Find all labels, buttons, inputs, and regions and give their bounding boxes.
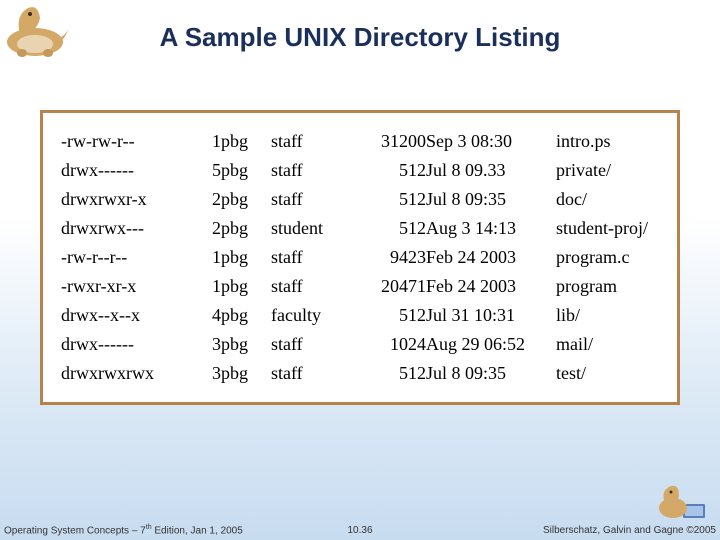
cell-name: intro.ps xyxy=(556,127,659,156)
footer-authors: Silberschatz, Galvin and Gagne xyxy=(543,525,686,536)
directory-listing-table: -rw-rw-r--1pbgstaff31200Sep 3 08:30intro… xyxy=(61,127,659,388)
cell-group: staff xyxy=(271,359,346,388)
cell-name: mail/ xyxy=(556,330,659,359)
cell-perms: drwxrwxrwx xyxy=(61,359,191,388)
cell-size: 512 xyxy=(346,185,426,214)
cell-links: 1 xyxy=(191,272,221,301)
cell-name: lib/ xyxy=(556,301,659,330)
footer-right-text: Silberschatz, Galvin and Gagne ©2005 xyxy=(543,525,716,536)
cell-size: 31200 xyxy=(346,127,426,156)
cell-owner: pbg xyxy=(221,156,271,185)
cell-name: program.c xyxy=(556,243,659,272)
cell-date: Feb 24 2003 xyxy=(426,272,556,301)
cell-date: Jul 8 09:35 xyxy=(426,359,556,388)
cell-size: 512 xyxy=(346,359,426,388)
cell-owner: pbg xyxy=(221,301,271,330)
table-row: drwx------5pbgstaff512Jul 8 09.33private… xyxy=(61,156,659,185)
cell-links: 3 xyxy=(191,330,221,359)
cell-perms: drwxrwxr-x xyxy=(61,185,191,214)
cell-date: Jul 31 10:31 xyxy=(426,301,556,330)
cell-size: 512 xyxy=(346,214,426,243)
cell-size: 9423 xyxy=(346,243,426,272)
cell-size: 512 xyxy=(346,301,426,330)
cell-size: 20471 xyxy=(346,272,426,301)
footer-year: 2005 xyxy=(694,525,716,536)
cell-size: 512 xyxy=(346,156,426,185)
cell-group: faculty xyxy=(271,301,346,330)
cell-perms: -rw-r--r-- xyxy=(61,243,191,272)
cell-group: staff xyxy=(271,243,346,272)
cell-perms: drwxrwx--- xyxy=(61,214,191,243)
cell-size: 1024 xyxy=(346,330,426,359)
cell-perms: drwx--x--x xyxy=(61,301,191,330)
cell-owner: pbg xyxy=(221,214,271,243)
page-title: A Sample UNIX Directory Listing xyxy=(0,22,720,53)
cell-links: 1 xyxy=(191,243,221,272)
table-row: -rw-r--r--1pbgstaff9423Feb 24 2003progra… xyxy=(61,243,659,272)
cell-group: student xyxy=(271,214,346,243)
cell-group: staff xyxy=(271,127,346,156)
cell-group: staff xyxy=(271,156,346,185)
cell-perms: -rw-rw-r-- xyxy=(61,127,191,156)
cell-date: Aug 29 06:52 xyxy=(426,330,556,359)
cell-perms: -rwxr-xr-x xyxy=(61,272,191,301)
cell-group: staff xyxy=(271,185,346,214)
cell-name: student-proj/ xyxy=(556,214,659,243)
cell-owner: pbg xyxy=(221,330,271,359)
cell-group: staff xyxy=(271,330,346,359)
cell-date: Feb 24 2003 xyxy=(426,243,556,272)
copyright-icon: © xyxy=(686,525,693,536)
cell-perms: drwx------ xyxy=(61,330,191,359)
cell-name: test/ xyxy=(556,359,659,388)
dinosaur-mascot-small-icon xyxy=(655,482,710,522)
cell-links: 2 xyxy=(191,214,221,243)
table-row: drwx------3pbgstaff1024Aug 29 06:52mail/ xyxy=(61,330,659,359)
slide-footer: Operating System Concepts – 7th Edition,… xyxy=(0,518,720,536)
cell-links: 4 xyxy=(191,301,221,330)
cell-name: private/ xyxy=(556,156,659,185)
cell-owner: pbg xyxy=(221,359,271,388)
table-row: drwxrwxrwx3pbgstaff512Jul 8 09:35test/ xyxy=(61,359,659,388)
cell-date: Jul 8 09.33 xyxy=(426,156,556,185)
cell-date: Sep 3 08:30 xyxy=(426,127,556,156)
cell-name: doc/ xyxy=(556,185,659,214)
cell-owner: pbg xyxy=(221,272,271,301)
cell-links: 1 xyxy=(191,127,221,156)
cell-links: 5 xyxy=(191,156,221,185)
table-row: drwxrwx---2pbgstudent512Aug 3 14:13stude… xyxy=(61,214,659,243)
cell-date: Jul 8 09:35 xyxy=(426,185,556,214)
cell-owner: pbg xyxy=(221,127,271,156)
table-row: -rw-rw-r--1pbgstaff31200Sep 3 08:30intro… xyxy=(61,127,659,156)
table-row: -rwxr-xr-x1pbgstaff20471Feb 24 2003progr… xyxy=(61,272,659,301)
cell-links: 3 xyxy=(191,359,221,388)
cell-links: 2 xyxy=(191,185,221,214)
table-row: drwxrwxr-x2pbgstaff512Jul 8 09:35doc/ xyxy=(61,185,659,214)
cell-date: Aug 3 14:13 xyxy=(426,214,556,243)
cell-group: staff xyxy=(271,272,346,301)
cell-owner: pbg xyxy=(221,243,271,272)
cell-name: program xyxy=(556,272,659,301)
table-row: drwx--x--x4pbgfaculty512Jul 31 10:31lib/ xyxy=(61,301,659,330)
directory-listing-box: -rw-rw-r--1pbgstaff31200Sep 3 08:30intro… xyxy=(40,110,680,405)
cell-perms: drwx------ xyxy=(61,156,191,185)
cell-owner: pbg xyxy=(221,185,271,214)
